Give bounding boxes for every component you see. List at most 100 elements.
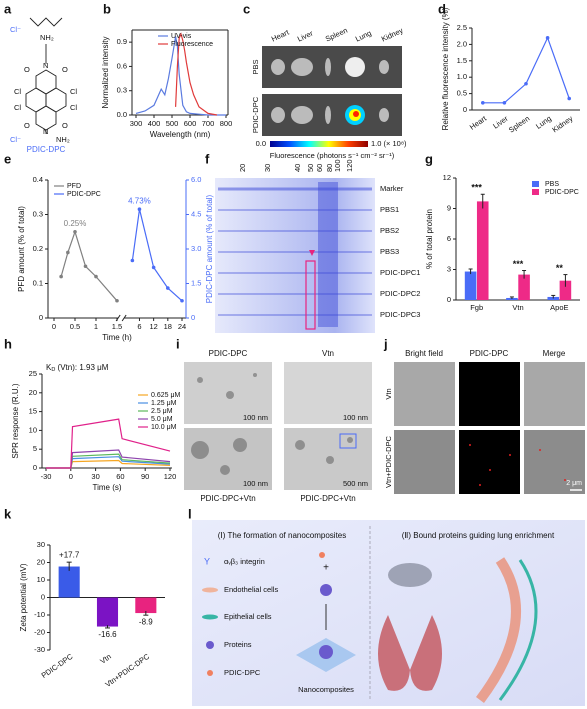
legend-label: 0.625 μM <box>151 392 180 399</box>
atom: Cl <box>14 103 21 112</box>
legend-label: PFD <box>67 183 81 190</box>
size-label: 20 <box>238 164 247 172</box>
y-tick-label: 20 <box>29 388 37 397</box>
x-tick-label: -30 <box>41 472 52 481</box>
y-tick-label: 12 <box>443 173 451 182</box>
data-label: 0.25% <box>64 219 87 228</box>
schematic: (Ⅰ) The formation of nanocomposites (Ⅱ) … <box>192 520 585 706</box>
panel-letter: i <box>176 336 180 351</box>
y-tick-label: 0.5 <box>457 89 467 98</box>
y-tick-label: 0 <box>41 592 45 601</box>
data-label: -16.6 <box>98 630 117 639</box>
organ-label: Lung <box>354 28 373 43</box>
significance: *** <box>513 259 524 269</box>
gel-image <box>215 178 375 333</box>
compound-name: PDIC-DPC <box>27 145 66 154</box>
y-tick-label: 0.4 <box>33 175 43 184</box>
series-line <box>175 32 218 116</box>
annotation-part: K <box>46 363 52 372</box>
legend-label: PDIC-DPC <box>545 189 579 196</box>
x-tick-label: ApoE <box>550 303 568 312</box>
y2-tick-label: 6.0 <box>191 175 201 184</box>
annotation: KD (Vtn): 1.93 μM <box>46 363 109 373</box>
panel-letter: k <box>4 506 12 521</box>
bar <box>518 274 530 300</box>
atom: Cl <box>70 103 77 112</box>
lane-label: PDIC-DPC2 <box>380 289 420 298</box>
y-tick-label: -20 <box>34 627 45 636</box>
legend-text: Endothelial cells <box>224 585 278 594</box>
lane-label: PBS2 <box>380 226 399 235</box>
section-title: (Ⅰ) The formation of nanocomposites <box>218 531 347 540</box>
panel-letter: c <box>243 1 250 16</box>
x-tick-label: 6 <box>137 322 141 331</box>
bond <box>29 17 63 27</box>
y-tick-label: 0.3 <box>33 209 43 218</box>
point <box>73 229 77 234</box>
atom: Cl <box>14 87 21 96</box>
size-label: 40 <box>293 164 302 172</box>
y-tick-label: 30 <box>37 540 45 549</box>
x-tick-label: 600 <box>184 119 197 128</box>
image <box>262 46 402 88</box>
legend-text: Proteins <box>224 640 252 649</box>
data-label: +17.7 <box>59 550 80 559</box>
y2-tick-label: 1.5 <box>191 278 201 287</box>
colorbar-label: 0.0 <box>256 139 266 148</box>
organ-label: Spleen <box>324 26 349 44</box>
x-axis-title: Time (s) <box>92 483 121 492</box>
y2-tick-label: 0 <box>191 313 195 322</box>
column-title: Merge <box>543 349 566 358</box>
row-label: Vtn <box>384 388 393 399</box>
point <box>115 298 119 303</box>
series-line <box>60 229 118 302</box>
panel-letter: a <box>4 1 12 16</box>
organ-label: Heart <box>270 27 291 43</box>
y-axis-title: Normalized intensity <box>101 36 110 108</box>
icon <box>319 552 325 558</box>
y2-tick-label: 4.5 <box>191 209 201 218</box>
legend-label: PDIC-DPC <box>67 191 101 198</box>
y-tick-label: 0.6 <box>117 61 127 70</box>
x-tick-label: 30 <box>91 472 99 481</box>
size-label: 30 <box>263 164 272 172</box>
bar <box>58 566 80 598</box>
y-tick-label: 15 <box>29 407 37 416</box>
y-tick-label: 3 <box>447 264 451 273</box>
x-tick-label: Heart <box>468 113 489 131</box>
image-label: PDIC-DPC+Vtn <box>200 494 255 503</box>
structure <box>25 17 67 134</box>
size-label: 120 <box>345 159 354 172</box>
series-line <box>131 209 183 302</box>
image <box>524 430 585 494</box>
size-label: 100 <box>333 159 342 172</box>
ring <box>35 69 57 95</box>
x-tick-label: 0.5 <box>70 322 80 331</box>
zoom-box <box>339 433 357 449</box>
y-tick-label: 0.0 <box>117 110 127 119</box>
point <box>545 36 550 40</box>
bar <box>135 597 157 614</box>
y-tick-label: 2.5 <box>457 23 467 32</box>
row-label: PDIC-DPC <box>251 96 260 133</box>
y-tick-label: -30 <box>34 645 45 654</box>
imaging: Heart Liver Spleen Lung Kidney PBS PDIC-… <box>251 26 407 160</box>
y-tick-label: 0 <box>33 463 37 472</box>
significance: ** <box>556 263 564 273</box>
lane-label: PDIC-DPC1 <box>380 268 420 277</box>
x-tick-label: PDIC-DPC <box>40 652 75 681</box>
atom: NH₂ <box>56 135 70 144</box>
y-tick-label: 10 <box>37 575 45 584</box>
annotation-part: D <box>51 367 55 373</box>
x-tick-label: 18 <box>164 322 172 331</box>
series-line <box>46 449 171 469</box>
column-title: PDIC-DPC <box>470 349 509 358</box>
lane-label: PBS3 <box>380 247 399 256</box>
scale-bar: 100 nm <box>343 413 368 422</box>
scale-bar: 100 nm <box>243 413 268 422</box>
organ-label: Kidney <box>380 26 405 44</box>
icon <box>320 584 332 596</box>
y-axis-title: Zeta potential (mV) <box>19 563 28 631</box>
y-axis-title: Relative fluorescence intensity (%) <box>441 7 450 130</box>
